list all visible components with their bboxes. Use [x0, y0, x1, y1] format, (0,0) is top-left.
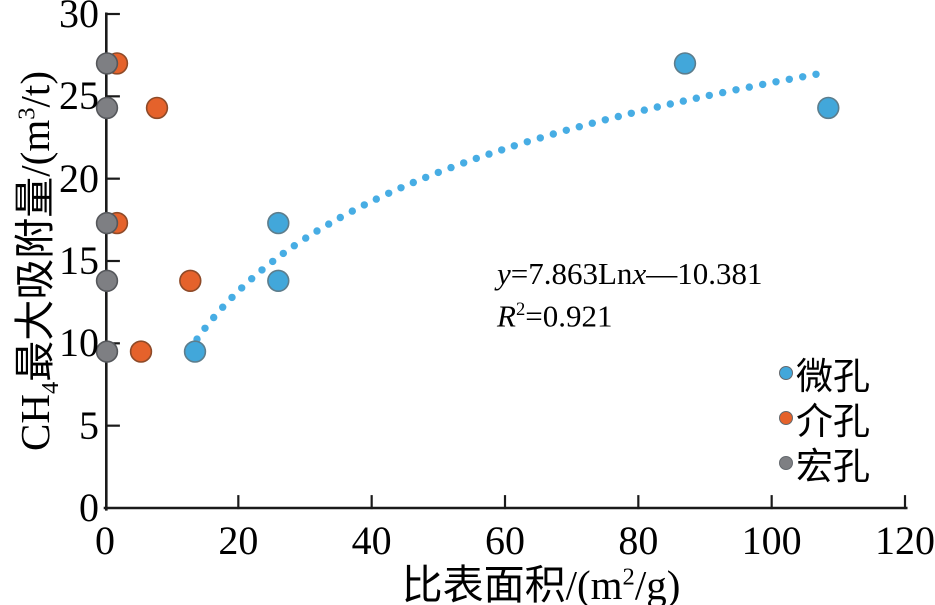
point-macropore: [95, 96, 119, 120]
y-title-text: 最大吸附量/(m: [11, 119, 58, 382]
point-micropore: [183, 340, 207, 363]
y-tick-label: 25: [59, 73, 99, 119]
point-mesopore: [145, 96, 169, 120]
r-squared-value: =0.921: [525, 298, 613, 334]
x-title-text: 比表面积/(m: [401, 562, 623, 605]
point-macropore: [95, 52, 119, 75]
point-macropore: [95, 269, 119, 292]
series-mesopore: [105, 52, 202, 363]
y-tick-label: 10: [59, 320, 99, 366]
point-micropore: [267, 211, 290, 235]
legend-item-mesopore: 介孔: [779, 395, 870, 443]
r-squared-line: R2=0.921: [497, 292, 762, 334]
legend-label: 介孔: [796, 402, 870, 443]
x-tick-label: 120: [875, 518, 935, 563]
point-mesopore: [179, 269, 202, 292]
x-axis-title: 比表面积/(m2/g): [402, 551, 681, 605]
point-mesopore: [129, 340, 153, 363]
x-title-superscript: 2: [622, 563, 635, 591]
trendline-equation: y=7.863Lnx—10.381: [497, 256, 762, 292]
x-tick-label: 20: [218, 518, 259, 563]
r-squared-r: R: [497, 298, 516, 334]
equation-x: x: [632, 256, 647, 291]
point-micropore: [267, 269, 290, 292]
point-micropore: [673, 52, 697, 75]
legend-item-macropore: 宏孔: [779, 440, 870, 488]
legend-item-micropore: 微孔: [779, 350, 870, 398]
series-macropore: [95, 52, 119, 363]
legend-label: 微孔: [796, 357, 870, 398]
trendline-dots: [193, 70, 820, 343]
x-tick-label: 60: [485, 518, 525, 563]
axes: [103, 12, 908, 511]
equation-mid: =7.863Ln: [510, 256, 633, 291]
y-title-text: CH: [11, 394, 58, 451]
y-tick-label: 0: [79, 485, 99, 530]
y-tick-label: 15: [59, 238, 99, 283]
point-macropore: [95, 211, 119, 235]
y-tick-label: 20: [59, 155, 99, 201]
x-tick-label: 100: [741, 518, 802, 563]
y-tick-label: 5: [79, 402, 99, 448]
y-title-subscript: 4: [37, 381, 65, 394]
x-tick-label: 0: [95, 518, 115, 563]
legend-marker-micropore: [779, 366, 793, 380]
equation-tail: —10.381: [646, 256, 763, 291]
equation-y: y: [497, 256, 511, 291]
legend-label: 宏孔: [796, 447, 870, 488]
y-axis-title: CH4最大吸附量/(m3/t): [1, 71, 65, 451]
r-squared-superscript: 2: [515, 299, 526, 320]
legend-marker-mesopore: [779, 411, 793, 425]
y-title-superscript: 3: [13, 107, 41, 120]
y-title-text: /t): [11, 71, 58, 108]
point-macropore: [95, 340, 119, 363]
trendline-annotation: y=7.863Lnx—10.381 R2=0.921: [497, 256, 762, 334]
x-title-text: /g): [634, 562, 681, 605]
x-tick-label: 80: [618, 518, 659, 563]
point-micropore: [817, 96, 840, 120]
y-tick-label: 30: [59, 0, 99, 36]
x-tick-label: 40: [351, 518, 392, 563]
legend-marker-macropore: [779, 456, 793, 470]
series-micropore: [183, 52, 840, 363]
